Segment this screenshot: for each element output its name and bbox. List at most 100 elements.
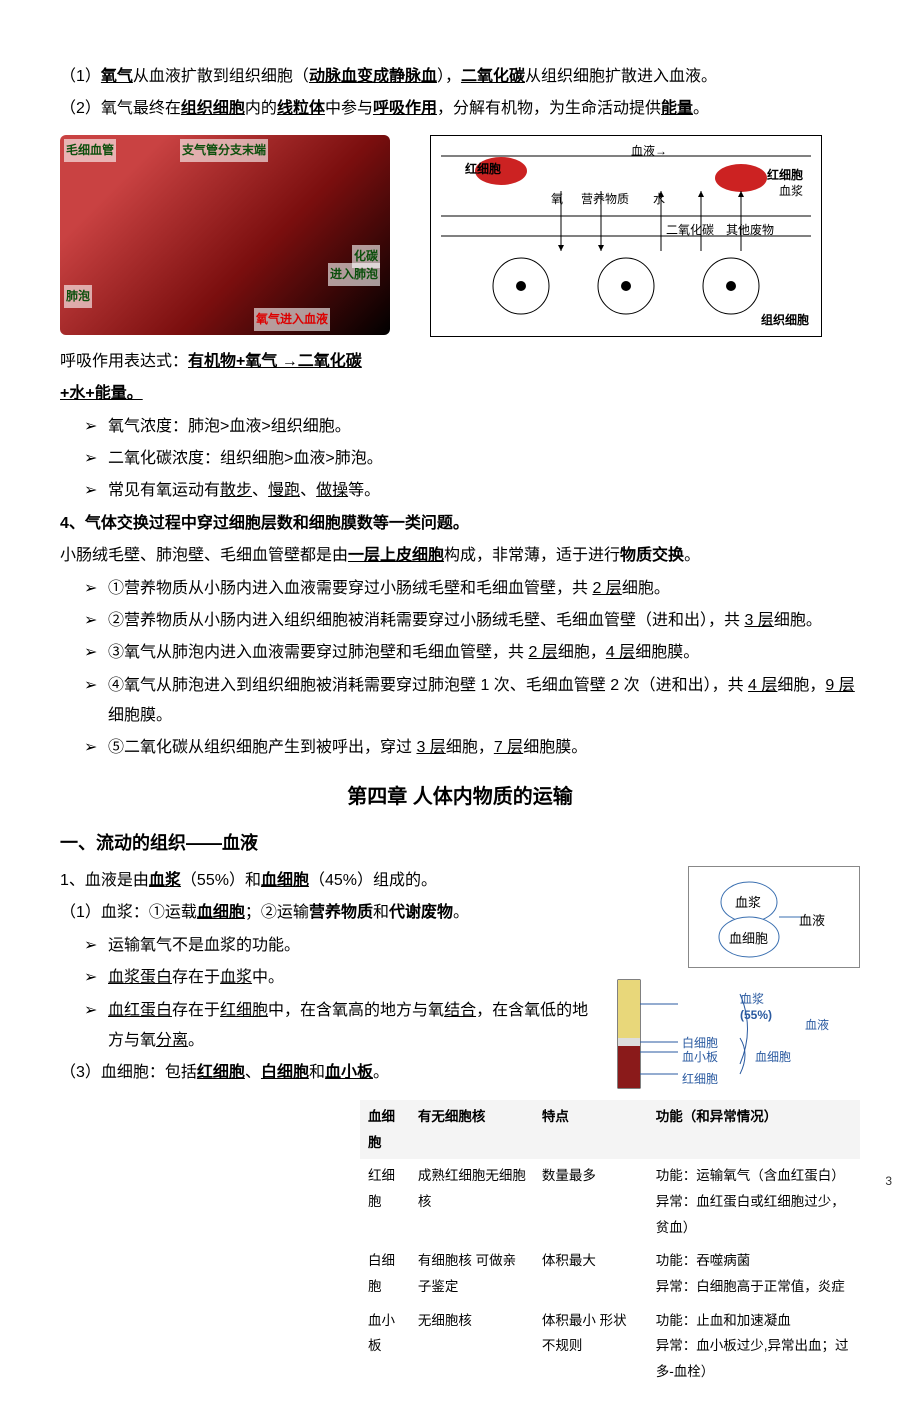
- lbl-o2-blood: 氧气进入血液: [254, 308, 330, 331]
- td: 功能：止血和加速凝血 异常：血小板过少,异常出血；过多-血栓）: [648, 1304, 860, 1389]
- b4-pre: ④氧气从肺泡进入到组织细胞被消耗需要穿过肺泡壁 1 次、毛细血管壁 2 次（进和…: [108, 677, 748, 694]
- p2-h: 。: [693, 100, 709, 117]
- ex-s1: 、: [252, 482, 268, 499]
- resp-eq-line1: 呼吸作用表达式：有机物+氧气 →二氧化碳: [60, 347, 860, 377]
- b1-text: ①营养物质从小肠内进入血液需要穿过小肠绒毛壁和毛细血管壁，共 2 层细胞。: [108, 574, 860, 604]
- bp1-pre: 1、血液是由: [60, 872, 149, 889]
- ex-c: 慢跑: [268, 482, 300, 499]
- bullet-plasma-2: ➢血浆蛋白存在于血浆中。: [60, 963, 590, 993]
- bullet-co2-text: 二氧化碳浓度：组织细胞>血液>肺泡。: [108, 444, 860, 474]
- td: 成熟红细胞无细胞核: [410, 1159, 534, 1244]
- bp1-b: 血细胞: [261, 872, 309, 889]
- bp3-mid: 存在于: [172, 1002, 220, 1019]
- pp-post: 。: [453, 904, 469, 921]
- p2-f: ，分解有机物，为生命活动提供: [437, 100, 661, 117]
- p2-a: 组织细胞: [181, 100, 245, 117]
- bullet-marker: ➢: [84, 733, 108, 763]
- figure-blood-composition: 血浆 血液 血细胞: [688, 866, 860, 968]
- s4-b: 物质交换: [620, 547, 684, 564]
- b1-n: 2 层: [592, 580, 621, 597]
- bullet-marker: ➢: [84, 963, 108, 993]
- th-3: 特点: [534, 1100, 648, 1159]
- b4-n2: 9 层: [825, 677, 854, 694]
- pc-s2: 和: [309, 1064, 325, 1081]
- ft-cells: 血细胞: [755, 1046, 791, 1069]
- fc-plasma: 血浆: [735, 891, 761, 916]
- lbl-nutr: 营养物质: [581, 188, 629, 211]
- pp-b: 营养物质: [309, 904, 373, 921]
- ex-pre: 常见有氧运动有: [108, 482, 220, 499]
- bullet-co2-conc: ➢二氧化碳浓度：组织细胞>血液>肺泡。: [60, 444, 860, 474]
- b3-post: 细胞膜。: [635, 644, 699, 661]
- pp-c: 代谢废物: [389, 904, 453, 921]
- td: 红细胞: [360, 1159, 410, 1244]
- lbl-waste: 其他废物: [726, 219, 774, 242]
- lbl-o2: 氧: [551, 188, 563, 211]
- p1-c: 动脉血变成静脉血: [309, 68, 437, 85]
- lbl-plasma: 血浆: [779, 180, 803, 203]
- lbl-capillary: 毛细血管: [64, 139, 116, 162]
- pp-mid: ；②运输: [245, 904, 309, 921]
- bullet-marker: ➢: [84, 931, 108, 961]
- fc-blood: 血液: [799, 909, 825, 934]
- b5-n1: 3 层: [416, 739, 445, 756]
- bp3-c: 结合: [444, 1002, 476, 1019]
- table-row: 血小板 无细胞核 体积最小 形状不规则 功能：止血和加速凝血 异常：血小板过少,…: [360, 1304, 860, 1389]
- blood-cells-table: 血细胞 有无细胞核 特点 功能（和异常情况） 红细胞 成熟红细胞无细胞核 数量最…: [360, 1100, 860, 1388]
- resp-eq-2: +水+能量。: [60, 385, 143, 402]
- bp1-a2: （55%）和: [181, 872, 261, 889]
- b3-n1: 2 层: [528, 644, 557, 661]
- b1-post: 细胞。: [622, 580, 670, 597]
- fc-cells: 血细胞: [729, 927, 768, 952]
- bp3-a: 血红蛋白: [108, 1002, 172, 1019]
- b2-n: 3 层: [744, 612, 773, 629]
- figure-alveolus: 毛细血管 支气管分支末端 肺泡 化碳 进入肺泡 氧气进入血液: [60, 135, 390, 335]
- bullet-layers-4: ➢④氧气从肺泡进入到组织细胞被消耗需要穿过肺泡壁 1 次、毛细血管壁 2 次（进…: [60, 671, 860, 732]
- bullet-marker: ➢: [84, 671, 108, 732]
- sec4-intro: 小肠绒毛壁、肺泡壁、毛细血管壁都是由一层上皮细胞构成，非常薄，适于进行物质交换。: [60, 541, 860, 571]
- page-number: 3: [885, 1170, 892, 1193]
- td: 体积最小 形状不规则: [534, 1304, 648, 1389]
- pc-post: 。: [373, 1064, 389, 1081]
- bp2-text: 血浆蛋白存在于血浆中。: [108, 963, 590, 993]
- s4-pre: 小肠绒毛壁、肺泡壁、毛细血管壁都是由: [60, 547, 348, 564]
- bullet-layers-3: ➢③氧气从肺泡内进入血液需要穿过肺泡壁和毛细血管壁，共 2 层细胞，4 层细胞膜…: [60, 638, 860, 668]
- lbl-water: 水: [653, 188, 665, 211]
- pp-pre: （1）血浆：①运载: [60, 904, 197, 921]
- bullet-marker: ➢: [84, 476, 108, 506]
- bullet-marker: ➢: [84, 412, 108, 442]
- td: 数量最多: [534, 1159, 648, 1244]
- chapter-title: 第四章 人体内物质的运输: [60, 778, 860, 816]
- resp-eq-label: 呼吸作用表达式：: [60, 353, 188, 370]
- section-1-heading: 一、流动的组织——血液: [60, 826, 860, 860]
- bp1-post: （45%）组成的。: [309, 872, 437, 889]
- lbl-into-alv: 进入肺泡: [328, 263, 380, 286]
- b1-pre: ①营养物质从小肠内进入血液需要穿过小肠绒毛壁和毛细血管壁，共: [108, 580, 592, 597]
- resp-eq-1: 有机物+氧气 →二氧化碳: [188, 353, 362, 370]
- bullet-layers-1: ➢①营养物质从小肠内进入血液需要穿过小肠绒毛壁和毛细血管壁，共 2 层细胞。: [60, 574, 860, 604]
- td: 无细胞核: [410, 1304, 534, 1389]
- bp2-mid: 存在于: [172, 969, 220, 986]
- b4-n1: 4 层: [748, 677, 777, 694]
- s4-post: 。: [684, 547, 700, 564]
- s4-mid: 构成，非常薄，适于进行: [444, 547, 620, 564]
- b4-post: 细胞膜。: [108, 707, 172, 724]
- lbl-co2r: 二氧化碳: [666, 219, 714, 242]
- p1-d: ），: [437, 68, 461, 85]
- p1-f: 从组织细胞扩散进入血液。: [525, 68, 717, 85]
- p2-b: 内的: [245, 100, 277, 117]
- th-1: 血细胞: [360, 1100, 410, 1159]
- ft-rbc: 红细胞: [682, 1068, 718, 1091]
- td: 功能：吞噬病菌 异常：白细胞高于正常值，炎症: [648, 1244, 860, 1303]
- pc-pre: （3）血细胞：包括: [60, 1064, 197, 1081]
- b5-pre: ⑤二氧化碳从组织细胞产生到被呼出，穿过: [108, 739, 416, 756]
- figure-row: 毛细血管 支气管分支末端 肺泡 化碳 进入肺泡 氧气进入血液: [60, 135, 860, 337]
- p2-pre: （2）氧气最终在: [60, 100, 181, 117]
- b3-n2: 4 层: [606, 644, 635, 661]
- b3-mid: 细胞，: [558, 644, 606, 661]
- paragraph-1: （1）氧气从血液扩散到组织细胞（动脉血变成静脉血），二氧化碳从组织细胞扩散进入血…: [60, 62, 860, 92]
- b2-text: ②营养物质从小肠内进入组织细胞被消耗需要穿过小肠绒毛壁、毛细血管壁（进和出），共…: [108, 606, 860, 636]
- b5-post: 细胞膜。: [523, 739, 587, 756]
- th-4: 功能（和异常情况）: [648, 1100, 860, 1159]
- p2-e: 呼吸作用: [373, 100, 437, 117]
